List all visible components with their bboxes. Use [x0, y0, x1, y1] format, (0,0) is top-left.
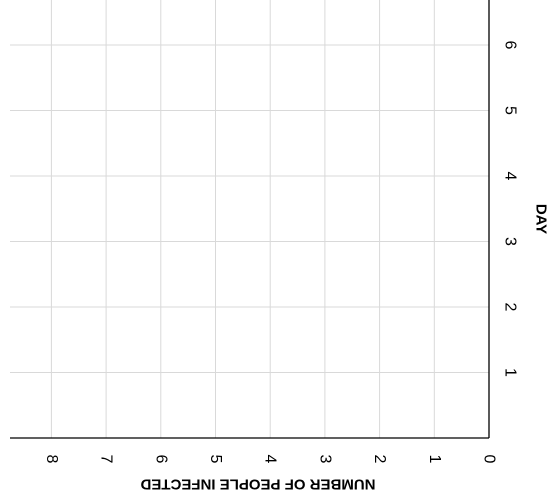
y-gridlines	[50, 0, 435, 438]
x-tick-label-5: 5	[502, 106, 519, 115]
x-axis-title: DAY	[533, 204, 550, 234]
y-tick-label-0: 0	[481, 455, 498, 464]
y-axis-title: NUMBER OF PEOPLE INFECTED	[140, 476, 375, 493]
y-tick-label-3: 3	[316, 455, 333, 464]
y-tick-label-4: 4	[262, 455, 279, 464]
y-tick-label-8: 8	[43, 455, 60, 464]
x-tick-labels: 1 2 3 4 5 6	[502, 41, 519, 378]
plot-area: 0 1 2 3 4 5 6 7 8 1 2 3 4 5 6	[10, 0, 519, 464]
y-tick-labels: 0 1 2 3 4 5 6 7 8	[43, 455, 498, 464]
x-tick-label-2: 2	[502, 303, 519, 312]
y-tick-label-1: 1	[426, 455, 443, 464]
x-tick-label-4: 4	[502, 172, 519, 181]
x-gridlines	[10, 44, 489, 373]
x-tick-label-6: 6	[502, 41, 519, 50]
y-tick-label-7: 7	[98, 455, 115, 464]
x-tick-label-3: 3	[502, 237, 519, 246]
y-tick-label-5: 5	[207, 455, 224, 464]
y-tick-label-2: 2	[371, 455, 388, 464]
x-tick-label-1: 1	[502, 368, 519, 377]
y-tick-label-6: 6	[152, 455, 169, 464]
